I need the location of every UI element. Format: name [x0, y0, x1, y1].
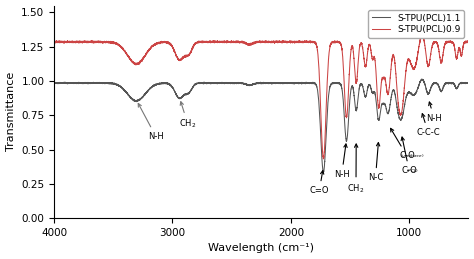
Text: N-H: N-H [334, 144, 350, 179]
Text: N-H: N-H [138, 104, 164, 141]
S-TPU(PCL)1.1 [314, 87, 320, 90]
S-TPU(PCL)0.9 [51, 41, 57, 44]
S-TPU(PCL)1.1 [381, 103, 386, 106]
Text: C-O: C-O [391, 128, 415, 160]
Text: CH$_2$: CH$_2$ [179, 102, 197, 131]
S-TPU(PCL)1.1 [51, 81, 57, 84]
S-TPU(PCL)0.9 [419, 34, 425, 37]
Text: N-H: N-H [426, 102, 442, 123]
S-TPU(PCL)0.9 [72, 41, 78, 44]
S-TPU(PCL)1.1 [358, 83, 364, 86]
S-TPU(PCL)0.9 [296, 41, 302, 44]
S-TPU(PCL)0.9 [358, 41, 364, 45]
Text: C-O: C-O [401, 137, 417, 175]
Text: $_{(urethane)}$: $_{(urethane)}$ [400, 153, 425, 159]
Text: C=O: C=O [310, 171, 329, 195]
Text: CH$_2$: CH$_2$ [347, 144, 365, 195]
S-TPU(PCL)0.9 [314, 48, 320, 51]
S-TPU(PCL)1.1 [72, 82, 78, 85]
Line: S-TPU(PCL)0.9: S-TPU(PCL)0.9 [54, 35, 468, 159]
Y-axis label: Transmittance: Transmittance [6, 72, 16, 152]
S-TPU(PCL)0.9 [465, 40, 471, 43]
S-TPU(PCL)0.9 [201, 40, 207, 43]
Legend: S-TPU(PCL)1.1, S-TPU(PCL)0.9: S-TPU(PCL)1.1, S-TPU(PCL)0.9 [368, 10, 464, 38]
Text: N-C: N-C [368, 143, 383, 182]
Text: $_{(PCL)}$: $_{(PCL)}$ [406, 168, 419, 174]
X-axis label: Wavelength (cm⁻¹): Wavelength (cm⁻¹) [208, 243, 314, 254]
Line: S-TPU(PCL)1.1: S-TPU(PCL)1.1 [54, 79, 468, 172]
S-TPU(PCL)1.1 [201, 82, 207, 85]
S-TPU(PCL)1.1 [320, 171, 326, 174]
S-TPU(PCL)1.1 [296, 81, 302, 84]
S-TPU(PCL)0.9 [381, 77, 386, 80]
Text: C-C-C: C-C-C [416, 114, 440, 137]
S-TPU(PCL)0.9 [320, 157, 326, 160]
S-TPU(PCL)1.1 [465, 81, 471, 84]
S-TPU(PCL)1.1 [419, 77, 425, 81]
